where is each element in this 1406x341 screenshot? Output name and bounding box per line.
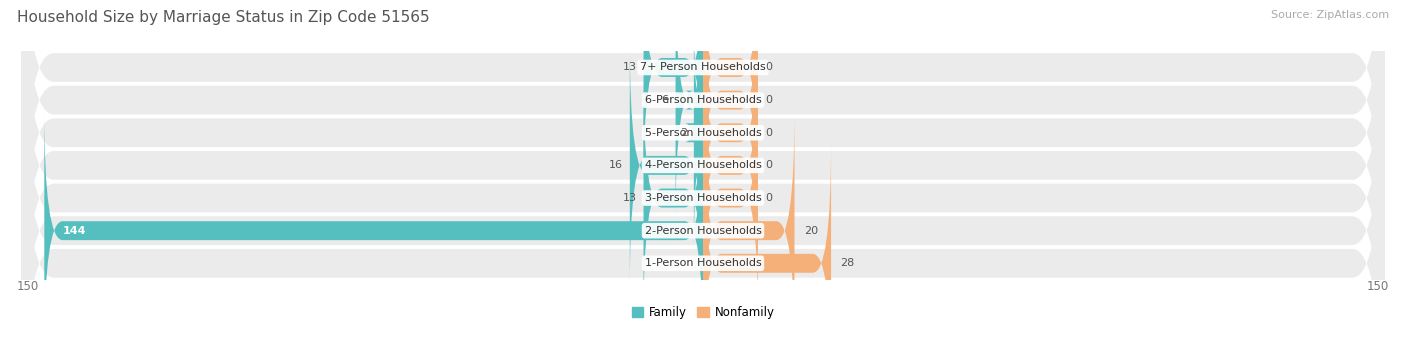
FancyBboxPatch shape [703, 12, 758, 254]
Text: 20: 20 [804, 226, 818, 236]
Text: 6: 6 [662, 95, 669, 105]
Text: 0: 0 [765, 160, 772, 170]
Text: 28: 28 [841, 258, 855, 268]
Text: 150: 150 [17, 280, 39, 293]
Legend: Family, Nonfamily: Family, Nonfamily [627, 301, 779, 324]
FancyBboxPatch shape [703, 44, 758, 286]
FancyBboxPatch shape [703, 0, 758, 221]
FancyBboxPatch shape [21, 49, 1385, 341]
FancyBboxPatch shape [703, 109, 794, 341]
Text: 0: 0 [765, 62, 772, 73]
Text: 0: 0 [765, 95, 772, 105]
FancyBboxPatch shape [21, 0, 1385, 341]
FancyBboxPatch shape [630, 44, 703, 286]
Text: 7+ Person Households: 7+ Person Households [640, 62, 766, 73]
FancyBboxPatch shape [644, 0, 703, 189]
Text: 0: 0 [765, 193, 772, 203]
Text: 2-Person Households: 2-Person Households [644, 226, 762, 236]
Text: 6-Person Households: 6-Person Households [644, 95, 762, 105]
FancyBboxPatch shape [21, 17, 1385, 341]
FancyBboxPatch shape [685, 12, 713, 254]
Text: Household Size by Marriage Status in Zip Code 51565: Household Size by Marriage Status in Zip… [17, 10, 429, 25]
Text: 150: 150 [1367, 280, 1389, 293]
FancyBboxPatch shape [703, 77, 758, 319]
Text: 0: 0 [765, 128, 772, 138]
FancyBboxPatch shape [703, 142, 831, 341]
Text: 1-Person Households: 1-Person Households [644, 258, 762, 268]
Text: 13: 13 [623, 62, 637, 73]
FancyBboxPatch shape [21, 0, 1385, 314]
Text: 144: 144 [63, 226, 86, 236]
Text: 2: 2 [681, 128, 688, 138]
FancyBboxPatch shape [675, 0, 703, 221]
Text: 13: 13 [623, 193, 637, 203]
Text: 16: 16 [609, 160, 623, 170]
FancyBboxPatch shape [21, 0, 1385, 282]
FancyBboxPatch shape [21, 0, 1385, 341]
Text: 3-Person Households: 3-Person Households [644, 193, 762, 203]
Text: 4-Person Households: 4-Person Households [644, 160, 762, 170]
FancyBboxPatch shape [21, 0, 1385, 341]
Text: 5-Person Households: 5-Person Households [644, 128, 762, 138]
FancyBboxPatch shape [45, 109, 703, 341]
Text: Source: ZipAtlas.com: Source: ZipAtlas.com [1271, 10, 1389, 20]
FancyBboxPatch shape [703, 0, 758, 189]
FancyBboxPatch shape [644, 77, 703, 319]
